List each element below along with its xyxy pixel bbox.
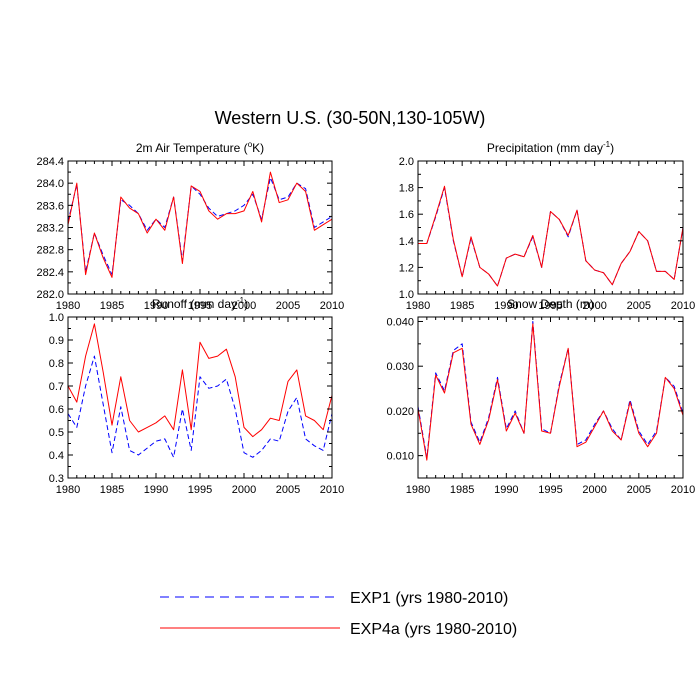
series-line-exp1-runoff <box>67 355 333 458</box>
x-tick-label: 2005 <box>627 300 651 312</box>
y-tick-label: 283.2 <box>36 223 64 235</box>
series-line-exp4a-precipitation <box>418 185 684 287</box>
x-tick-label: 1980 <box>406 300 430 312</box>
y-tick-label: 282.4 <box>36 267 64 279</box>
y-tick-label: 1.8 <box>399 183 414 195</box>
panel-title-text: Snow Depth (m) <box>507 297 594 311</box>
x-tick-label: 2010 <box>320 300 344 312</box>
y-tick-label: 283.6 <box>36 200 64 212</box>
panel-title-text: Runoff (mm day <box>152 297 237 311</box>
x-tick-label: 1995 <box>188 484 212 496</box>
panel-title-end: ) <box>244 297 248 311</box>
y-tick-label: 284.4 <box>36 156 64 168</box>
y-tick-label: 0.030 <box>386 361 414 373</box>
series-line-exp4a-runoff <box>67 323 333 438</box>
x-tick-label: 1995 <box>188 300 212 312</box>
x-tick-label: 1995 <box>538 484 562 496</box>
y-tick-label: 1.4 <box>399 236 414 248</box>
x-tick-label: 1980 <box>56 300 80 312</box>
panel-runoff: Runoff (mm day-1) 1980 1985 1990 1995 2000 200… <box>49 296 345 496</box>
x-tick-label: 2005 <box>276 300 300 312</box>
y-tick-label: 0.010 <box>386 451 414 463</box>
x-tick-label: 1985 <box>100 484 124 496</box>
y-tick-label: 2.0 <box>399 156 414 168</box>
panel-precipitation: Precipitation (mm day-1) 1980 1985 1990 1995… <box>399 140 696 312</box>
panel-title-end: ) <box>610 141 614 155</box>
x-tick-label: 1990 <box>144 484 168 496</box>
y-tick-label: 1.6 <box>399 209 414 221</box>
panel-title-air-temperature: 2m Air Temperature (oK) <box>136 140 264 155</box>
panel-title-text: Precipitation (mm day <box>487 141 603 155</box>
panel-title-superscript: -1 <box>237 296 245 305</box>
panel-title-snow-depth: Snow Depth (m) <box>507 297 594 311</box>
panel-snow-depth: Snow Depth (m) 1980 1985 1990 1995 2000 2005 20… <box>386 297 695 496</box>
y-tick-label: 0.4 <box>49 450 64 462</box>
panel-title-runoff: Runoff (mm day-1) <box>152 296 248 311</box>
x-tick-label: 1980 <box>56 484 80 496</box>
y-tick-label: 0.9 <box>49 335 64 347</box>
y-tick-label: 282.0 <box>36 289 64 301</box>
x-tick-label: 1985 <box>450 484 474 496</box>
x-tick-label: 2000 <box>232 300 256 312</box>
y-tick-label: 0.8 <box>49 358 64 370</box>
series-line-exp4a-air-temperature <box>67 171 333 278</box>
y-tick-label: 0.7 <box>49 381 64 393</box>
x-tick-label: 1995 <box>538 300 562 312</box>
x-tick-label: 2000 <box>582 300 606 312</box>
x-tick-label: 1990 <box>144 300 168 312</box>
y-tick-label: 0.3 <box>49 473 64 485</box>
panels: 2m Air Temperature (oK) 1980 1985 1990 1995 2… <box>36 140 695 496</box>
panel-air-temperature: 2m Air Temperature (oK) 1980 1985 1990 1995 2… <box>36 140 344 312</box>
y-tick-label: 1.0 <box>399 289 414 301</box>
series-line-exp1-snow-depth <box>417 320 684 459</box>
panel-title-superscript: -1 <box>603 140 611 149</box>
y-tick-label: 1.2 <box>399 262 414 274</box>
y-tick-label: 0.6 <box>49 404 64 416</box>
x-tick-label: 1990 <box>494 484 518 496</box>
panel-title-superscript: o <box>248 140 253 149</box>
legend-label-exp4a: EXP4a (yrs 1980-2010) <box>350 621 517 638</box>
x-tick-label: 1985 <box>450 300 474 312</box>
panel-title-precipitation: Precipitation (mm day-1) <box>487 140 614 155</box>
x-tick-label: 2000 <box>232 484 256 496</box>
x-tick-label: 2010 <box>671 484 695 496</box>
y-tick-label: 284.0 <box>36 178 64 190</box>
x-tick-label: 2000 <box>582 484 606 496</box>
series-line-exp4a-snow-depth <box>417 323 684 461</box>
y-tick-label: 0.5 <box>49 427 64 439</box>
legend: EXP1 (yrs 1980-2010) EXP4a (yrs 1980-201… <box>160 590 517 638</box>
x-tick-label: 1985 <box>100 300 124 312</box>
panel-title-text: 2m Air Temperature ( <box>136 141 248 155</box>
x-tick-label: 2010 <box>320 484 344 496</box>
x-tick-label: 2005 <box>627 484 651 496</box>
x-tick-label: 2010 <box>671 300 695 312</box>
legend-label-exp1: EXP1 (yrs 1980-2010) <box>350 590 508 607</box>
x-tick-label: 2005 <box>276 484 300 496</box>
y-tick-label: 1.0 <box>49 312 64 324</box>
x-tick-label: 1990 <box>494 300 518 312</box>
panel-title-end: K) <box>252 141 264 155</box>
figure-title: Western U.S. (30-50N,130-105W) <box>215 108 486 128</box>
y-tick-label: 0.020 <box>386 406 414 418</box>
y-tick-label: 0.040 <box>386 316 414 328</box>
x-tick-label: 1980 <box>406 484 430 496</box>
y-tick-label: 282.8 <box>36 245 64 257</box>
